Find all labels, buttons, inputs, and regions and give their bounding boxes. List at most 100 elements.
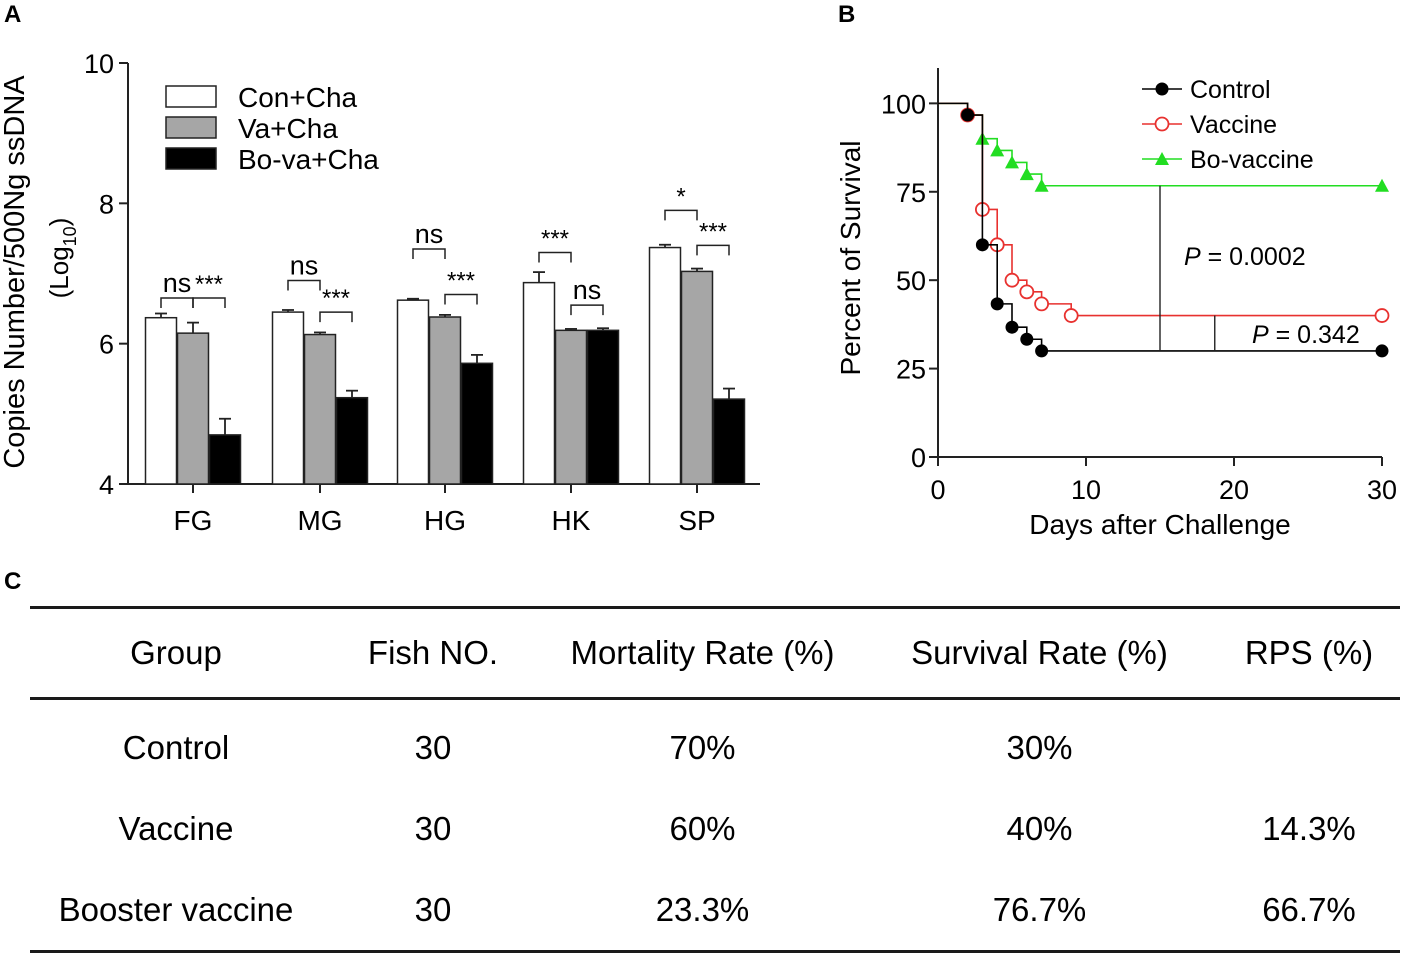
p-value: = 0.0002	[1201, 243, 1306, 271]
bar-bo-va-cha	[712, 398, 746, 485]
cell-mortality: 60%	[669, 809, 736, 847]
legend-swatch	[165, 147, 217, 170]
significance-label: ***	[447, 268, 475, 295]
bar-va-cha	[303, 333, 337, 485]
cell-rps: 14.3%	[1262, 809, 1356, 847]
bar-con-cha	[396, 299, 430, 485]
survival-marker	[1019, 167, 1034, 181]
survival-marker	[1375, 178, 1389, 192]
panel-label-c: C	[4, 568, 22, 595]
cell-fish-no: 30	[414, 809, 452, 847]
survival-marker	[1375, 344, 1389, 358]
x-tick-label: FG	[174, 505, 213, 536]
survival-marker	[990, 143, 1005, 157]
significance-label: *	[676, 183, 685, 210]
header-fish-no: Fish NO.	[322, 606, 544, 700]
table-row: Control 30 70% 30%	[30, 699, 1400, 789]
significance-label: ***	[322, 285, 350, 312]
significance-label: ns	[290, 251, 319, 281]
significance-bracket	[319, 311, 353, 323]
y-tick-label: 8	[99, 189, 114, 219]
survival-marker	[975, 238, 989, 252]
significance-label: ***	[195, 271, 223, 298]
x-tick-label: HK	[552, 505, 591, 536]
y-tick-label: 4	[99, 470, 114, 500]
bar-con-cha	[144, 316, 178, 485]
header-rps: RPS (%)	[1218, 606, 1400, 700]
y-tick-label: 100	[881, 89, 926, 119]
significance-label: ***	[541, 225, 569, 252]
survival-marker	[1004, 272, 1020, 288]
y-axis-unit-prefix: (Log	[44, 246, 74, 298]
x-tick-label: HG	[424, 505, 466, 536]
bar-va-cha	[680, 270, 714, 485]
legend-label: Va+Cha	[238, 113, 338, 144]
bar-con-cha	[271, 311, 305, 485]
x-axis-label: Days after Challenge	[1029, 509, 1290, 540]
y-tick-label: 50	[896, 266, 926, 296]
x-tick-label: 0	[930, 475, 945, 505]
p-value-annotation: P = 0.342	[1252, 321, 1360, 349]
significance-bracket	[444, 293, 478, 305]
survival-line-bo-vaccine	[938, 102, 1382, 187]
significance-label: ns	[573, 275, 602, 305]
significance-bracket	[664, 209, 698, 221]
legend-label: Control	[1190, 76, 1271, 104]
y-axis-unit-subscript: 10	[60, 226, 80, 246]
survival-marker	[1020, 332, 1034, 346]
cell-mortality: 70%	[669, 728, 736, 766]
cell-group: Control	[122, 728, 230, 766]
y-axis-unit-suffix: )	[44, 218, 74, 227]
cell-group: Booster vaccine	[30, 869, 322, 953]
cell-rps: 66.7%	[1218, 869, 1400, 953]
x-tick-label: 20	[1219, 475, 1249, 505]
survival-marker	[1034, 178, 1049, 192]
panel-label-b: B	[838, 1, 856, 28]
significance-bracket	[192, 297, 226, 309]
bar-bo-va-cha	[460, 362, 494, 485]
y-tick-label: 75	[896, 178, 926, 208]
x-tick-label: 10	[1071, 475, 1101, 505]
chart-a-bar: Copies Number/500Ng ssDNA (Log10) 46810F…	[0, 49, 760, 536]
cell-survival: 30%	[1006, 728, 1073, 766]
p-symbol: P	[1252, 321, 1269, 349]
legend-marker	[1155, 82, 1169, 96]
p-symbol: P	[1184, 243, 1201, 271]
survival-marker	[1005, 320, 1019, 334]
bar-con-cha	[648, 246, 682, 485]
y-tick-label: 25	[896, 355, 926, 385]
y-tick-label: 10	[84, 49, 114, 79]
significance-bracket	[696, 244, 730, 256]
legend-label: Bo-vaccine	[1190, 146, 1314, 174]
significance-bracket	[287, 279, 321, 291]
y-axis-label: Percent of Survival	[835, 141, 866, 376]
significance-bracket	[160, 297, 194, 309]
cell-group: Vaccine	[118, 809, 234, 847]
survival-marker	[1035, 344, 1049, 358]
table-header-row: Group Fish NO. Mortality Rate (%) Surviv…	[30, 606, 1400, 700]
significance-bracket	[538, 251, 572, 263]
bar-bo-va-cha	[335, 396, 369, 485]
significance-bracket	[412, 248, 446, 259]
y-axis-unit-label: (Log10)	[44, 218, 80, 299]
survival-marker	[1019, 284, 1035, 300]
bar-bo-va-cha	[208, 434, 242, 485]
bar-va-cha	[428, 316, 462, 485]
legend-label: Vaccine	[1190, 111, 1277, 139]
survival-marker	[1063, 308, 1079, 323]
bar-va-cha	[554, 329, 588, 485]
table-row: Booster vaccine 30 23.3% 76.7% 66.7%	[30, 869, 1400, 953]
chart-b-survival: Percent of Survival Days after Challenge…	[835, 68, 1397, 540]
significance-label: ***	[699, 218, 727, 245]
cell-rps	[1218, 699, 1400, 789]
cell-fish-no: 30	[322, 869, 544, 953]
legend-marker	[1155, 152, 1169, 165]
cell-survival: 40%	[1006, 809, 1073, 847]
y-tick-label: 0	[911, 443, 926, 473]
survival-marker	[961, 108, 975, 122]
bar-bo-va-cha	[586, 329, 620, 485]
legend-label: Bo-va+Cha	[238, 144, 379, 175]
significance-bracket	[570, 304, 604, 316]
significance-label: ns	[415, 219, 444, 249]
significance-label: ns	[163, 268, 192, 298]
